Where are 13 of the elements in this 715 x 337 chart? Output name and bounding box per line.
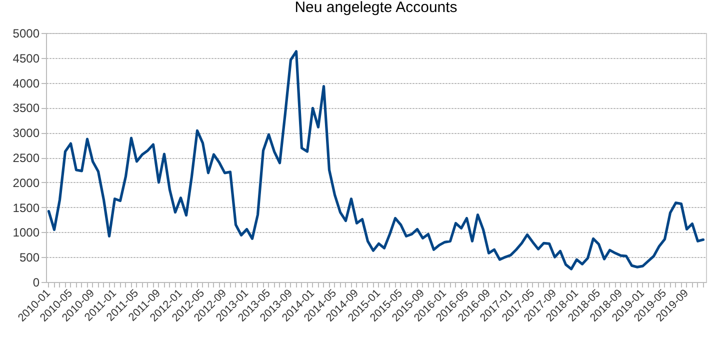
- y-tick-label: 2000: [12, 176, 40, 190]
- y-tick-label: 1000: [12, 226, 40, 240]
- y-tick-label: 3000: [12, 126, 40, 140]
- y-tick-label: 2500: [12, 151, 40, 165]
- y-tick-label: 3500: [12, 101, 40, 116]
- line-series: [47, 50, 705, 270]
- chart-title: Neu angelegte Accounts: [294, 0, 458, 16]
- y-tick-label: 5000: [12, 26, 40, 40]
- y-tick-label: 500: [19, 250, 40, 265]
- y-tick-label: 4000: [12, 76, 40, 90]
- y-tick-label: 0: [32, 276, 40, 290]
- y-tick-label: 1500: [12, 200, 40, 215]
- y-tick-label: 4500: [12, 51, 40, 66]
